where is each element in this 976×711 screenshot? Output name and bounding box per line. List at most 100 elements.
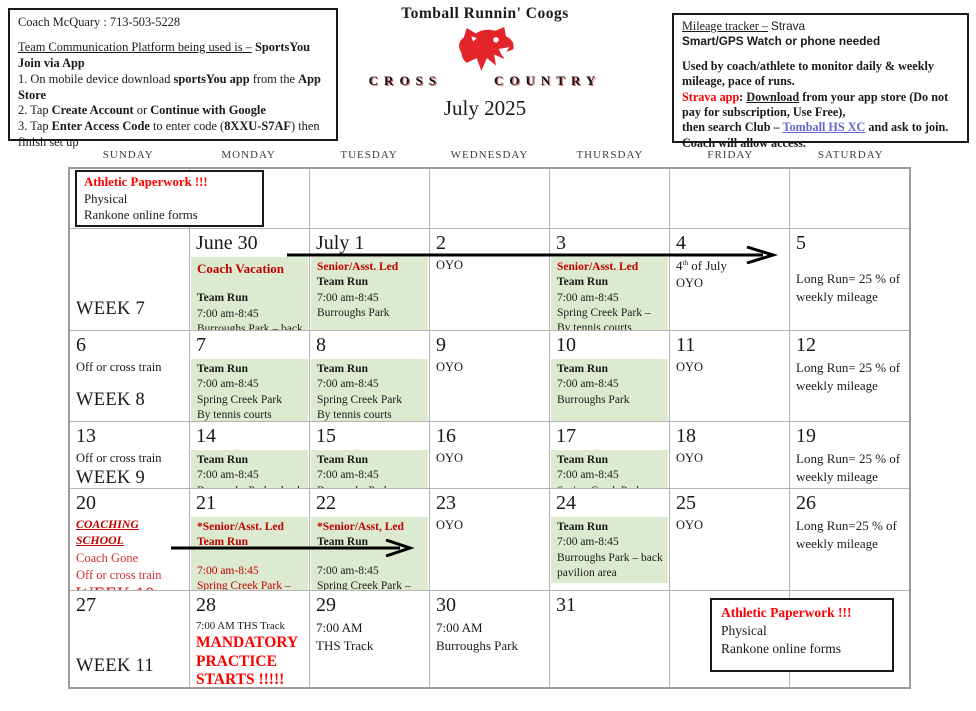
week7-arrow — [287, 246, 779, 264]
text-segment: OYO — [436, 518, 464, 532]
day-number: 18 — [676, 425, 696, 447]
text-line: then search Club – Tomball HS XC and ask… — [682, 120, 959, 151]
calendar-cell-6: 6 Off or cross train WEEK 8 — [70, 331, 190, 422]
text-segment: 7:00 am-8:45 — [317, 469, 379, 482]
text-line: Spring Creek Park – — [197, 579, 303, 590]
text-line: 7:00 AM — [436, 619, 544, 637]
text-line: Long Run= 25 % of weekly mileage — [796, 359, 904, 396]
text-line: Off or cross train — [76, 567, 184, 584]
text-segment: COACHING SCHOOL — [76, 517, 139, 548]
text-segment: 7:00 am-8:45 — [317, 291, 379, 304]
text-line: *Senior/Asst. Led — [197, 520, 303, 535]
week-label: WEEK 9 — [76, 468, 146, 489]
calendar-cell-5: 5 Long Run= 25 % of weekly mileage — [790, 229, 909, 331]
day-number: 20 — [76, 492, 96, 514]
text-line: 7:00 am-8:45 — [317, 291, 423, 306]
text-segment: Team Communication Platform being used i… — [18, 39, 252, 54]
day-header-thursday: THURSDAY — [576, 149, 644, 161]
calendar-cell-18: 18 OYO — [670, 422, 790, 489]
text-segment: 7:00 am-8:45 — [197, 564, 259, 577]
text-segment: Team Run — [557, 276, 609, 289]
text-line: Off or cross train — [76, 359, 184, 376]
day-note: OYO — [670, 449, 789, 469]
text-line: Spring Creek Park – By tennis courts — [557, 306, 663, 331]
text-segment: By tennis courts — [197, 408, 272, 421]
day-number: 13 — [76, 425, 96, 447]
text-line: Spring Creek Park – — [317, 579, 423, 590]
text-segment: *Senior/Asst. Led — [197, 521, 284, 533]
athletic-paperwork-note-top: Athletic Paperwork !!! Physical Rankone … — [75, 170, 264, 227]
event-entry: Team Run 7:00 am-8:45 Burroughs Park – bac… — [191, 450, 308, 488]
calendar-week-row: 6 Off or cross train WEEK 8 7 Team Run 7:00 a… — [70, 331, 909, 422]
tomball-hs-xc-link[interactable]: Tomball HS XC — [782, 120, 866, 135]
day-number: 12 — [796, 334, 816, 356]
text-line: 7:00 am-8:45 — [197, 377, 303, 392]
text-line: Team Run — [557, 275, 663, 290]
text-segment: Team Run — [317, 276, 369, 289]
text-segment: to enter code ( — [149, 119, 225, 134]
calendar-cell-16: 16 OYO — [430, 422, 550, 489]
day-note: OYO — [670, 358, 789, 378]
paperwork-title: Athletic Paperwork !!! — [84, 175, 208, 189]
text-line: 7:00 am-8:45 — [317, 564, 423, 579]
text-line: Senior/Asst. Led — [557, 260, 663, 275]
text-segment: SportsYou — [254, 39, 311, 54]
text-segment: MANDATORY — [196, 634, 299, 652]
calendar-cell-11: 11 OYO — [670, 331, 790, 422]
calendar-cell-13: 13 Off or cross train WEEK 9 — [70, 422, 190, 489]
text-line: 4th of July — [676, 257, 784, 275]
day-number: 24 — [556, 492, 576, 514]
word-country: COUNTRY — [494, 73, 602, 88]
text-line: Long Run= 25 % of weekly mileage — [796, 270, 904, 307]
day-number: 25 — [676, 492, 696, 514]
day-number: 5 — [796, 232, 806, 254]
day-number: 16 — [436, 425, 456, 447]
calendar-cell-june-30: June 30 Coach Vacation Team Run 7:00 am-8:… — [190, 229, 310, 331]
athletic-paperwork-note-bottom: Athletic Paperwork !!! Physical Rankone … — [710, 598, 894, 672]
text-line: OYO — [676, 275, 784, 292]
calendar-cell-28: 28 7:00 AM THS Track MANDATORY PRACTICE STAR… — [190, 591, 310, 687]
text-line: Team Run — [557, 362, 663, 377]
cougar-logo-icon — [355, 23, 615, 75]
calendar-week-row: 20 COACHING SCHOOL Coach Gone Off or cross … — [70, 489, 909, 591]
day-number: 2 — [436, 232, 446, 254]
text-segment: Team Run — [557, 521, 609, 533]
text-segment: Team Run — [557, 363, 609, 375]
text-line: Senior/Asst. Led — [317, 260, 423, 275]
day-header-tuesday: TUESDAY — [340, 149, 398, 161]
text-line: 7:00 am-8:45 — [557, 468, 663, 483]
text-line: Smart/GPS Watch or phone needed — [682, 34, 959, 49]
text-line: Burroughs Park – back — [197, 322, 303, 330]
text-segment: 7:00 am-8:45 — [557, 291, 619, 304]
text-line: Coach Gone — [76, 550, 184, 567]
text-line: OYO — [676, 517, 784, 534]
text-segment: Off or cross train — [76, 360, 162, 374]
text-segment: Long Run=25 % of weekly mileage — [796, 518, 897, 552]
text-line: Team Run — [317, 453, 423, 468]
text-line: Used by coach/athlete to monitor daily &… — [682, 59, 959, 90]
text-line: Long Run=25 % of weekly mileage — [796, 517, 904, 554]
text-segment: 8XXU-S7AF — [224, 119, 291, 134]
calendar-cell-empty — [430, 169, 550, 229]
text-line: Team Run — [557, 453, 663, 468]
text-segment: 4 — [676, 258, 683, 273]
calendar-cell-24: 24 Team Run 7:00 am-8:45 Burroughs Park – b… — [550, 489, 670, 591]
text-line: Team Run — [197, 535, 303, 550]
calendar-cell-7: 7 Team Run 7:00 am-8:45 Spring Creek Park By… — [190, 331, 310, 422]
team-name: Tomball Runnin' Coogs — [401, 5, 569, 22]
text-segment: ) then finish set up — [18, 119, 320, 150]
text-line: Burroughs Park — [317, 484, 423, 488]
calendar-cell-8: 8 Team Run 7:00 am-8:45 Spring Creek Park By… — [310, 331, 430, 422]
calendar-cell-14: 14 Team Run 7:00 am-8:45 Burroughs Park – b… — [190, 422, 310, 489]
text-segment: Team Run — [197, 363, 249, 375]
text-line: 7:00 am-8:45 — [317, 468, 423, 483]
day-number: 31 — [556, 594, 576, 616]
text-line: Burroughs Park – back — [197, 484, 303, 488]
text-segment: Coach McQuary : 713-503-5228 — [18, 15, 181, 29]
day-number: 8 — [316, 334, 326, 356]
text-segment: Spring Creek Park – By tennis courts — [557, 306, 651, 331]
text-segment: *Senior/Asst, Led — [317, 521, 404, 533]
text-line: Long Run= 25 % of weekly mileage — [796, 450, 904, 487]
calendar-grid: WEEK 7 June 30 Coach Vacation Team Run 7:00… — [68, 167, 911, 689]
